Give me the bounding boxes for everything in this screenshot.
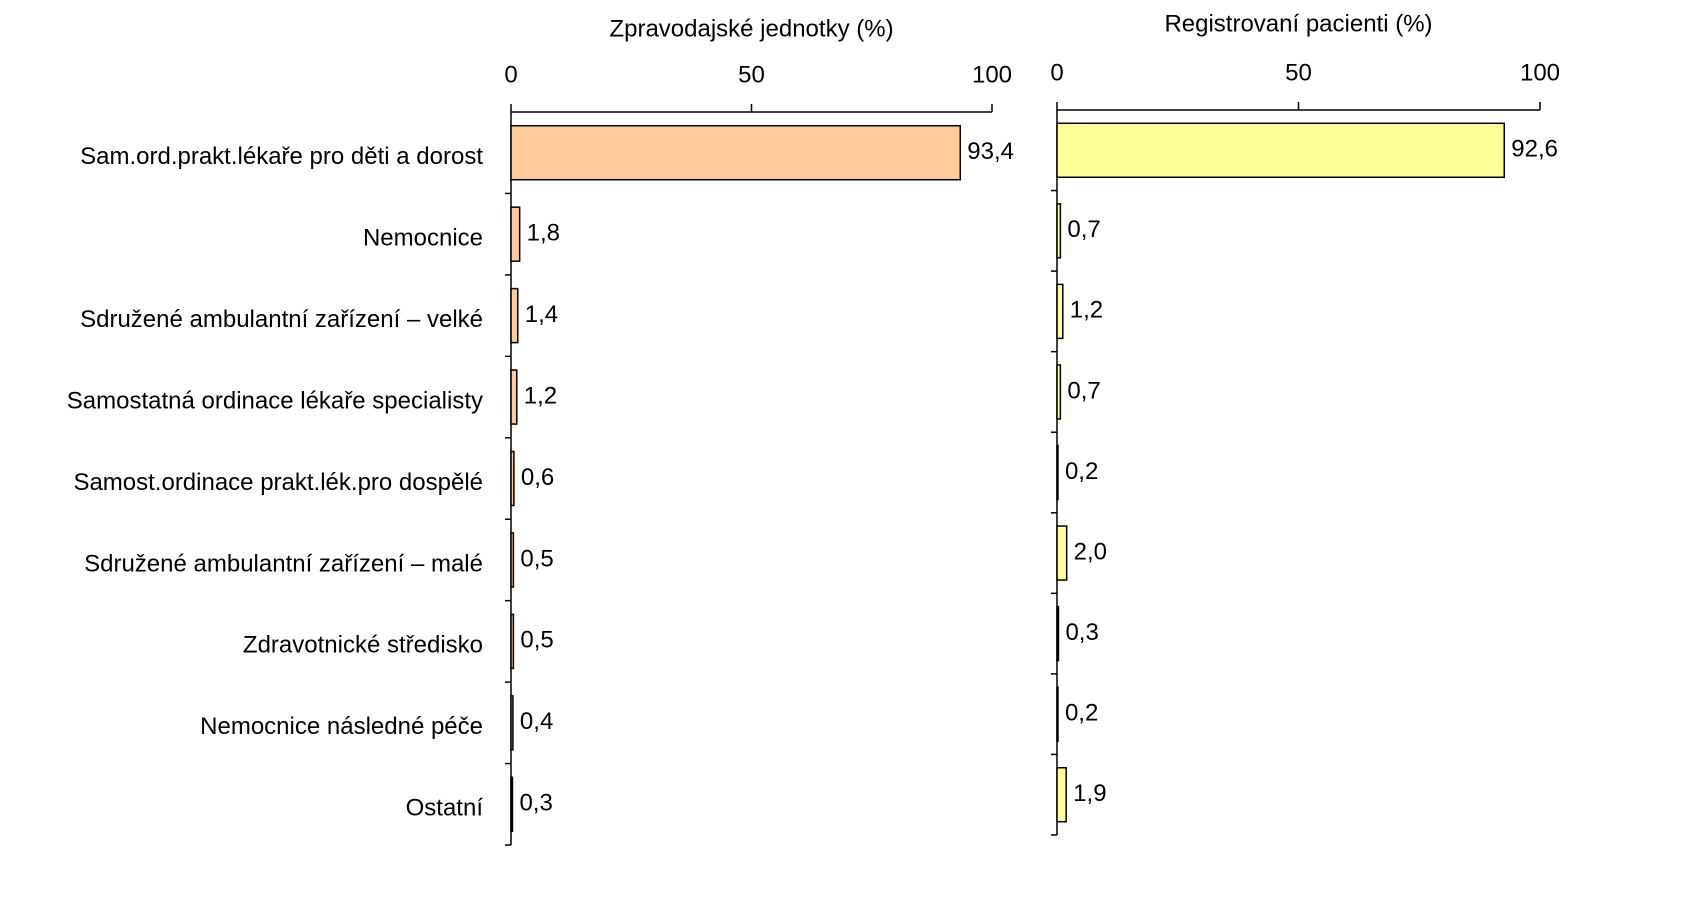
- data-label: 0,5: [520, 545, 553, 572]
- bar: [510, 124, 962, 181]
- bar: [510, 450, 515, 507]
- bar: [510, 532, 515, 588]
- data-label: 1,4: [525, 301, 558, 328]
- x-tick-label: 50: [738, 61, 765, 88]
- y-tick-label: Ostatní: [406, 795, 484, 822]
- bar: [1056, 766, 1067, 823]
- bar: [1056, 203, 1062, 259]
- data-label: 0,7: [1067, 377, 1100, 404]
- bar: [510, 695, 514, 751]
- data-label: 0,6: [521, 464, 554, 491]
- data-label: 0,4: [520, 708, 553, 735]
- data-label: 1,2: [524, 382, 557, 409]
- bar: [1056, 364, 1062, 420]
- data-label: 1,8: [527, 220, 560, 247]
- y-tick-label: Sam.ord.prakt.lékaře pro děti a dorost: [80, 143, 483, 170]
- y-tick-label: Samost.ordinace prakt.lék.pro dospělé: [73, 469, 483, 496]
- y-tick-label: Nemocnice následné péče: [200, 713, 483, 740]
- data-label: 92,6: [1511, 136, 1558, 163]
- data-label: 0,2: [1065, 458, 1098, 485]
- data-label: 2,0: [1074, 538, 1107, 565]
- bar: [510, 776, 514, 833]
- data-label: 0,2: [1065, 700, 1098, 727]
- x-tick-label: 0: [1050, 59, 1063, 86]
- bar: [1056, 122, 1506, 179]
- y-tick-label: Samostatná ordinace lékaře specialisty: [67, 387, 483, 414]
- bar: [1056, 283, 1064, 340]
- y-tick-label: Sdružené ambulantní zařízení – malé: [84, 550, 483, 577]
- bar: [510, 287, 519, 344]
- data-label: 0,5: [520, 627, 553, 654]
- x-tick-label: 50: [1285, 59, 1312, 86]
- data-label: 1,2: [1070, 297, 1103, 324]
- y-tick-label: Zdravotnické středisko: [243, 632, 483, 659]
- bar: [510, 206, 521, 262]
- bar: [1056, 605, 1060, 662]
- data-label: 0,7: [1067, 216, 1100, 243]
- bar: [510, 613, 515, 670]
- axis-title: Registrovaní pacienti (%): [1164, 10, 1432, 37]
- data-label: 0,3: [1065, 619, 1098, 646]
- bar: [1056, 686, 1059, 742]
- x-tick-label: 100: [1520, 59, 1560, 86]
- data-label: 0,3: [519, 790, 552, 817]
- bar: [510, 369, 518, 425]
- y-tick-label: Nemocnice: [363, 225, 483, 252]
- x-tick-label: 0: [504, 61, 517, 88]
- data-label: 93,4: [967, 138, 1014, 165]
- x-tick-label: 100: [972, 61, 1012, 88]
- data-label: 1,9: [1073, 780, 1106, 807]
- bar: [1056, 444, 1059, 501]
- axis-title: Zpravodajské jednotky (%): [609, 15, 893, 42]
- bar: [1056, 525, 1068, 581]
- y-tick-label: Sdružené ambulantní zařízení – velké: [80, 306, 483, 333]
